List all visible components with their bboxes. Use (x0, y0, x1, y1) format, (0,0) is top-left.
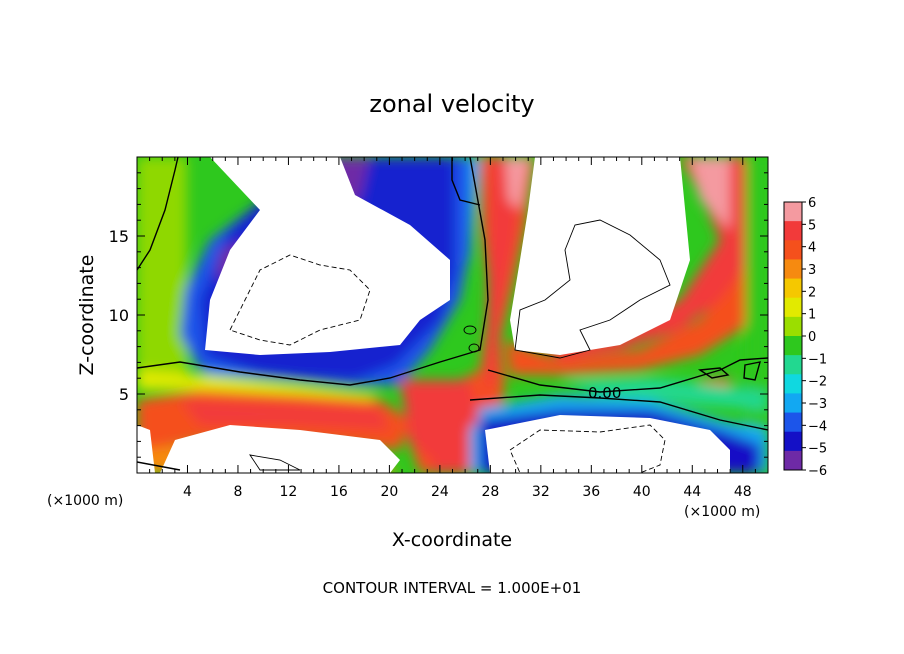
x-tick-label: 12 (280, 484, 298, 500)
colorbar-tick-label: −5 (808, 442, 827, 457)
colorbar-swatch (784, 278, 802, 299)
x-tick-label: 32 (532, 484, 550, 500)
colorbar-tick-label: 4 (808, 241, 816, 256)
contour-interval-note: CONTOUR INTERVAL = 1.000E+01 (323, 579, 582, 597)
y-tick-label: 10 (109, 306, 129, 325)
x-tick-label: 36 (582, 484, 600, 500)
x-unit-left: (×1000 m) (47, 493, 123, 509)
colorbar-swatch (784, 297, 802, 318)
colorbar-swatch (784, 202, 802, 222)
x-tick-label: 20 (380, 484, 398, 500)
chart-title: zonal velocity (369, 90, 534, 118)
colorbar-tick-label: −2 (808, 375, 827, 390)
x-axis: 4 8 12 16 20 24 28 32 36 40 44 48 (149, 157, 756, 500)
colorbar-tick-label: 5 (808, 218, 816, 233)
x-tick-label: 24 (431, 484, 449, 500)
colorbar-tick-label: 0 (808, 330, 816, 345)
colorbar-tick-label: −4 (808, 419, 827, 434)
colorbar-swatch (784, 355, 802, 375)
colorbar: 6 5 4 3 2 1 0 −1 −2 −3 −4 −5 −6 (783, 196, 827, 479)
colorbar-swatch (784, 221, 802, 241)
colorbar-swatch (784, 336, 802, 356)
colorbar-tick-label: −6 (808, 464, 827, 479)
colorbar-swatch (784, 393, 802, 414)
colorbar-tick-label: −3 (808, 397, 827, 412)
colorbar-swatch (784, 450, 802, 471)
x-tick-label: 16 (330, 484, 348, 500)
colorbar-swatch (784, 316, 802, 337)
colorbar-tick-label: 6 (808, 196, 816, 211)
colorbar-swatch (784, 240, 802, 260)
colorbar-swatch (784, 431, 802, 452)
colorbar-swatch (784, 374, 802, 394)
y-tick-label: 5 (119, 385, 129, 404)
colorbar-swatch (784, 412, 802, 433)
colorbar-tick-label: 2 (808, 285, 816, 300)
x-axis-label: X-coordinate (392, 529, 512, 551)
colorbar-tick-label: −1 (808, 352, 827, 367)
y-axis: 5 10 15 (109, 172, 768, 458)
x-tick-label: 28 (481, 484, 499, 500)
x-tick-label: 4 (183, 484, 192, 500)
colorbar-tick-label: 3 (808, 263, 816, 278)
y-axis-label: Z-coordinate (76, 255, 98, 376)
x-unit-right: (×1000 m) (684, 504, 760, 520)
colorbar-swatch (784, 259, 802, 280)
colorbar-tick-label: 1 (808, 308, 816, 323)
x-tick-label: 40 (633, 484, 651, 500)
y-tick-label: 15 (109, 227, 129, 246)
heatmap-field: 0.00 (137, 157, 768, 473)
x-tick-label: 8 (233, 484, 242, 500)
contour-label: 0.00 (588, 384, 621, 402)
x-tick-label: 48 (734, 484, 752, 500)
x-tick-label: 44 (683, 484, 701, 500)
